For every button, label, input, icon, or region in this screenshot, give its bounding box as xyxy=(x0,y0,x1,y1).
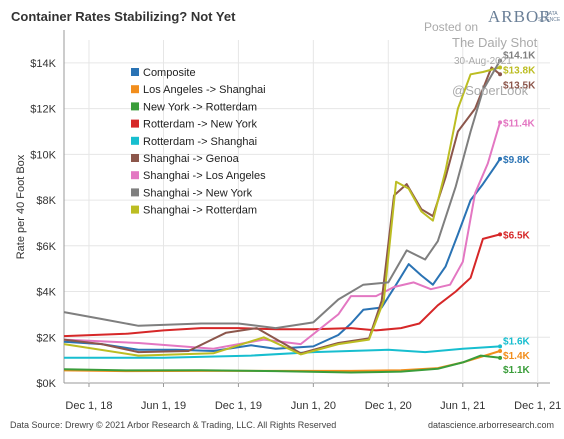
end-label-shanghai-los-angeles: $11.4K xyxy=(503,118,535,129)
x-tick-label: Dec 1, 19 xyxy=(215,400,262,412)
series-line-shanghai-rotterdam xyxy=(63,66,501,357)
end-marker-shanghai-new-york xyxy=(498,58,503,63)
series-line-new-york-rotterdam xyxy=(63,354,501,374)
legend-label-shanghai-rotterdam: Shanghai -> Rotterdam xyxy=(143,205,257,217)
legend-swatch-new-york-rotterdam xyxy=(131,102,139,111)
watermark-line4: @SoberLook xyxy=(452,83,529,98)
end-label-shanghai-genoa: $13.5K xyxy=(503,80,536,91)
y-tick-label: $6K xyxy=(36,241,56,253)
x-axis: Dec 1, 18 Jun 1, 19 Dec 1, 19 Jun 1, 20 Dec … xyxy=(65,383,561,412)
y-tick-label: $14K xyxy=(30,58,56,70)
legend-swatch-shanghai-rotterdam xyxy=(131,205,139,214)
end-marker-rotterdam-new-york xyxy=(498,232,503,237)
legend-swatch-shanghai-new-york xyxy=(131,188,139,197)
y-tick-label: $12K xyxy=(30,104,56,116)
end-labels: $9.8K $1.4K $1.1K $6.5K $1.6K $13.5K $11.4K $14… xyxy=(498,51,536,376)
footer-url: datascience.arborresearch.com xyxy=(428,420,554,430)
legend-swatch-shanghai-los-angeles xyxy=(131,171,139,180)
y-tick-label: $4K xyxy=(36,287,56,299)
y-tick-label: $0K xyxy=(36,378,56,390)
legend-swatch-shanghai-genoa xyxy=(131,154,139,162)
y-axis-label: Rate per 40 Foot Box xyxy=(15,154,27,259)
series-line-shanghai-genoa xyxy=(63,66,501,355)
end-label-composite: $9.8K xyxy=(503,155,530,166)
end-label-shanghai-rotterdam: $13.8K xyxy=(503,65,536,76)
end-marker-shanghai-los-angeles xyxy=(498,120,503,125)
grid xyxy=(64,40,550,384)
legend-label-rotterdam-shanghai: Rotterdam -> Shanghai xyxy=(143,136,257,148)
end-marker-rotterdam-shanghai xyxy=(498,344,503,349)
legend: Composite Los Angeles -> Shanghai New York… xyxy=(131,67,266,217)
x-tick-label: Jun 1, 21 xyxy=(440,400,485,412)
y-tick-label: $8K xyxy=(36,195,56,207)
x-tick-label: Dec 1, 18 xyxy=(65,400,112,412)
y-tick-label: $2K xyxy=(36,332,56,344)
end-marker-los-angeles-shanghai xyxy=(498,348,503,353)
chart-title: Container Rates Stabilizing? Not Yet xyxy=(11,9,236,24)
end-label-rotterdam-shanghai: $1.6K xyxy=(503,336,530,347)
legend-label-shanghai-new-york: Shanghai -> New York xyxy=(143,187,253,199)
end-marker-shanghai-rotterdam xyxy=(498,65,503,70)
logo: ARBOR DATA SCIENCE xyxy=(488,7,561,26)
legend-label-los-angeles-shanghai: Los Angeles -> Shanghai xyxy=(143,84,266,96)
end-marker-composite xyxy=(498,156,503,161)
legend-label-shanghai-los-angeles: Shanghai -> Los Angeles xyxy=(143,170,266,182)
logo-sub-science: SCIENCE xyxy=(538,17,561,23)
series-line-shanghai-los-angeles xyxy=(63,122,501,350)
series-line-rotterdam-shanghai xyxy=(64,345,501,359)
end-label-rotterdam-new-york: $6.5K xyxy=(503,230,530,241)
legend-swatch-los-angeles-shanghai xyxy=(131,85,139,94)
series-lines xyxy=(63,60,501,374)
x-tick-label: Jun 1, 20 xyxy=(291,400,336,412)
logo-name: ARBOR xyxy=(488,7,552,26)
logo-sub-data: DATA xyxy=(545,11,558,17)
watermark-line2: The Daily Shot xyxy=(452,35,538,50)
series-line-rotterdam-new-york xyxy=(63,233,501,338)
series-line-composite xyxy=(63,158,501,352)
legend-swatch-composite xyxy=(131,68,139,76)
end-label-shanghai-new-york: $14.1K xyxy=(503,51,536,62)
end-label-new-york-rotterdam: $1.1K xyxy=(503,365,530,376)
y-axis: $0K $2K $4K $6K $8K $10K $12K $14K xyxy=(30,30,65,390)
legend-label-rotterdam-new-york: Rotterdam -> New York xyxy=(143,119,258,131)
legend-swatch-rotterdam-shanghai xyxy=(131,136,139,145)
series-line-shanghai-new-york xyxy=(63,60,501,330)
y-tick-label: $10K xyxy=(30,149,56,161)
end-label-los-angeles-shanghai: $1.4K xyxy=(503,351,530,362)
legend-swatch-rotterdam-new-york xyxy=(131,119,139,128)
end-marker-new-york-rotterdam xyxy=(498,355,503,360)
x-tick-label: Dec 1, 21 xyxy=(514,400,561,412)
legend-label-composite: Composite xyxy=(143,67,196,79)
watermark-line3: 30-Aug-2021 xyxy=(454,56,512,67)
legend-label-shanghai-genoa: Shanghai -> Genoa xyxy=(143,153,240,165)
legend-label-new-york-rotterdam: New York -> Rotterdam xyxy=(143,101,257,113)
x-tick-label: Dec 1, 20 xyxy=(365,400,412,412)
watermark-line1: Posted on xyxy=(424,20,478,34)
end-marker-shanghai-genoa xyxy=(498,72,503,77)
x-tick-label: Jun 1, 19 xyxy=(141,400,186,412)
footer-source: Data Source: Drewry © 2021 Arbor Researc… xyxy=(10,420,336,430)
watermark: Posted on The Daily Shot 30-Aug-2021 @So… xyxy=(424,20,538,98)
